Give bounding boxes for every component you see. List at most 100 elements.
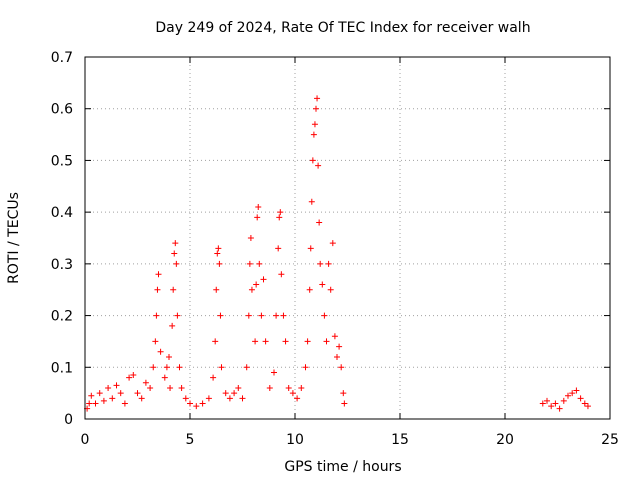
grid-lines xyxy=(85,57,610,419)
data-point xyxy=(231,390,238,397)
data-point xyxy=(313,105,319,112)
data-point xyxy=(331,333,338,340)
data-point xyxy=(105,384,112,391)
data-point xyxy=(334,353,340,360)
data-point xyxy=(256,260,263,267)
data-point xyxy=(174,312,181,319)
data-point xyxy=(222,390,229,397)
data-point xyxy=(573,387,580,394)
x-tick-label: 20 xyxy=(496,432,514,448)
data-point xyxy=(88,392,95,399)
data-point xyxy=(539,400,546,407)
data-point xyxy=(273,312,280,319)
data-point xyxy=(556,405,563,412)
data-point xyxy=(153,312,160,319)
data-point xyxy=(310,131,317,138)
data-point xyxy=(307,245,314,252)
data-point xyxy=(329,240,336,247)
y-tick-label: 0.1 xyxy=(51,360,73,376)
data-point xyxy=(134,390,141,397)
data-point xyxy=(278,271,285,278)
data-point xyxy=(315,162,322,169)
data-point xyxy=(130,372,137,379)
data-point xyxy=(581,400,588,407)
data-point xyxy=(266,384,273,391)
data-point xyxy=(317,260,324,267)
data-point xyxy=(138,395,145,402)
data-point xyxy=(260,276,267,283)
data-point xyxy=(166,353,172,360)
data-point xyxy=(245,312,252,319)
y-tick-label: 0.6 xyxy=(51,102,73,118)
data-point xyxy=(569,390,576,397)
data-point xyxy=(308,198,315,205)
data-point xyxy=(548,403,555,410)
data-point xyxy=(167,384,174,391)
data-point xyxy=(113,382,120,389)
data-point xyxy=(255,203,262,210)
data-point xyxy=(336,343,343,350)
data-point xyxy=(182,395,189,402)
plot-frame xyxy=(84,56,611,420)
data-point xyxy=(154,286,161,293)
data-point xyxy=(121,400,128,407)
data-point xyxy=(247,235,254,241)
data-point xyxy=(280,312,287,319)
data-point xyxy=(163,364,170,371)
data-point xyxy=(319,281,326,288)
data-point xyxy=(327,286,334,293)
y-tick-label: 0.3 xyxy=(51,257,73,273)
data-point xyxy=(252,338,259,345)
data-point xyxy=(289,390,296,397)
data-point xyxy=(155,271,162,278)
y-tick-label: 0 xyxy=(64,412,73,428)
data-point xyxy=(258,312,265,319)
y-tick-label: 0.7 xyxy=(51,50,73,66)
data-point xyxy=(176,364,183,371)
data-point xyxy=(246,260,253,267)
data-point xyxy=(218,364,225,371)
data-point xyxy=(216,260,223,267)
data-point xyxy=(187,400,193,407)
data-point xyxy=(584,403,591,410)
data-point xyxy=(170,286,177,293)
data-point xyxy=(205,395,212,402)
y-axis-label: ROTI / TECUs xyxy=(6,192,22,284)
data-point xyxy=(150,364,157,371)
data-point xyxy=(157,348,164,355)
data-point xyxy=(262,338,269,345)
data-point xyxy=(86,400,93,407)
data-point xyxy=(235,384,242,391)
data-point xyxy=(282,338,289,345)
data-point xyxy=(565,392,571,399)
data-point xyxy=(314,95,321,102)
data-point xyxy=(276,214,283,221)
data-point xyxy=(285,384,292,391)
data-point xyxy=(171,250,178,257)
x-tick-label: 5 xyxy=(186,432,195,448)
data-point xyxy=(117,390,124,397)
data-point xyxy=(210,374,217,381)
data-point xyxy=(152,338,159,345)
data-point xyxy=(325,260,332,267)
data-point xyxy=(109,395,116,402)
chart-title: Day 249 of 2024, Rate Of TEC Index for r… xyxy=(155,20,530,36)
data-point xyxy=(173,260,180,267)
data-point xyxy=(275,245,282,252)
data-point xyxy=(294,395,301,402)
data-point xyxy=(213,286,220,293)
data-point xyxy=(560,397,567,404)
data-point xyxy=(544,397,550,404)
data-point xyxy=(552,400,559,407)
data-point xyxy=(271,369,277,376)
data-point xyxy=(341,400,348,407)
data-point xyxy=(309,157,316,164)
data-point xyxy=(178,384,185,391)
data-point xyxy=(577,395,584,402)
tick-labels: 0 5 10 15 20 25 0 0.1 0.2 0.3 0.4 0.5 0.6 0.7 xyxy=(51,50,619,448)
data-point xyxy=(92,400,99,407)
data-point xyxy=(277,209,284,216)
data-point xyxy=(96,390,103,397)
data-point xyxy=(161,374,168,381)
data-point xyxy=(340,390,347,397)
